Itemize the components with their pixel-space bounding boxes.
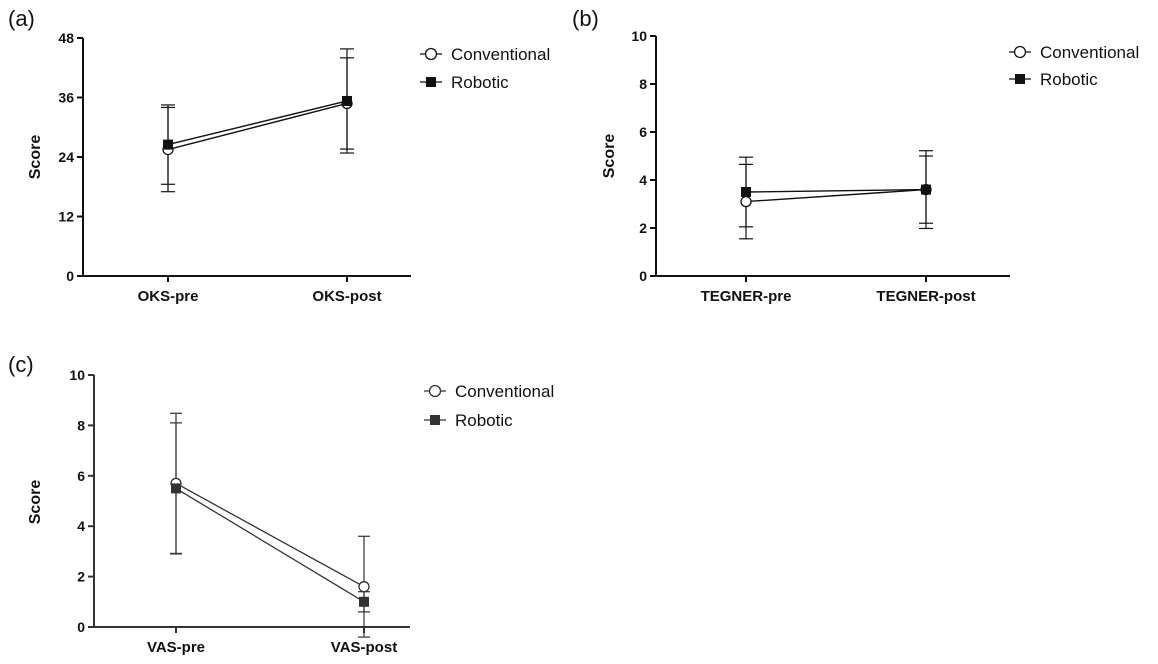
legend-marker-robotic xyxy=(1015,74,1025,84)
panel-label: (b) xyxy=(572,6,599,31)
panel-c: (c) 0 2 4 6 8 10 VAS-pre VAS-post Score Convention… xyxy=(8,352,554,656)
legend-label: Robotic xyxy=(451,73,509,92)
series-line-conventional xyxy=(175,482,365,588)
legend-marker-conventional xyxy=(1013,45,1027,59)
marker-robotic xyxy=(921,184,931,195)
y-tick-label: 24 xyxy=(58,149,74,165)
legend-label: Conventional xyxy=(451,45,550,64)
y-tick-label: 8 xyxy=(77,417,85,433)
legend-marker-robotic xyxy=(430,415,440,425)
y-tick-label: 10 xyxy=(631,28,647,44)
legend-label: Robotic xyxy=(1040,70,1098,89)
y-tick-label: 0 xyxy=(66,268,74,284)
x-tick-label: OKS-post xyxy=(312,288,381,305)
y-tick-label: 36 xyxy=(58,90,74,106)
panel-label: (c) xyxy=(8,352,34,377)
marker-robotic xyxy=(171,483,181,494)
marker-robotic xyxy=(359,596,369,607)
y-tick-label: 2 xyxy=(639,220,647,236)
y-tick-label: 2 xyxy=(77,569,85,585)
y-axis-label: Score xyxy=(601,134,618,179)
legend-label: Robotic xyxy=(455,411,513,430)
panel-a: (a) 0 12 24 36 48 OKS-pre OKS-post Score Conventi… xyxy=(8,6,550,305)
series-line-robotic xyxy=(745,188,927,193)
series-line-robotic xyxy=(167,100,348,146)
y-axis-label: Score xyxy=(27,480,44,525)
y-tick-label: 0 xyxy=(639,268,647,284)
y-tick-label: 6 xyxy=(77,468,85,484)
x-tick-label: VAS-post xyxy=(331,639,397,656)
y-tick-label: 6 xyxy=(639,124,647,140)
y-tick-label: 12 xyxy=(58,209,74,225)
series-line-robotic xyxy=(175,487,365,603)
y-tick-label: 0 xyxy=(77,619,85,635)
y-axis-label: Score xyxy=(27,135,44,180)
legend-label: Conventional xyxy=(455,382,554,401)
series-line-conventional xyxy=(167,102,348,151)
legend-marker-conventional xyxy=(428,384,442,398)
y-tick-label: 4 xyxy=(639,172,647,188)
marker-robotic xyxy=(342,95,352,106)
panel-label: (a) xyxy=(8,6,35,31)
legend-label: Conventional xyxy=(1040,43,1139,62)
series-line-conventional xyxy=(745,188,927,203)
y-tick-label: 8 xyxy=(639,76,647,92)
legend-marker-conventional xyxy=(424,47,438,61)
marker-conventional xyxy=(740,195,752,208)
marker-robotic xyxy=(163,139,173,150)
y-tick-label: 48 xyxy=(58,30,74,46)
y-tick-label: 4 xyxy=(77,518,85,534)
x-tick-label: OKS-pre xyxy=(138,288,199,305)
panel-b: (b) 0 2 4 6 8 10 TEGNER-pre TEGNER-post Score Conv… xyxy=(572,6,1139,305)
marker-conventional xyxy=(358,581,370,593)
y-tick-label: 10 xyxy=(69,367,85,383)
x-tick-label: TEGNER-post xyxy=(876,288,975,305)
marker-robotic xyxy=(741,187,751,197)
x-tick-label: TEGNER-pre xyxy=(701,288,792,305)
legend-marker-robotic xyxy=(426,77,436,87)
x-tick-label: VAS-pre xyxy=(147,639,205,656)
